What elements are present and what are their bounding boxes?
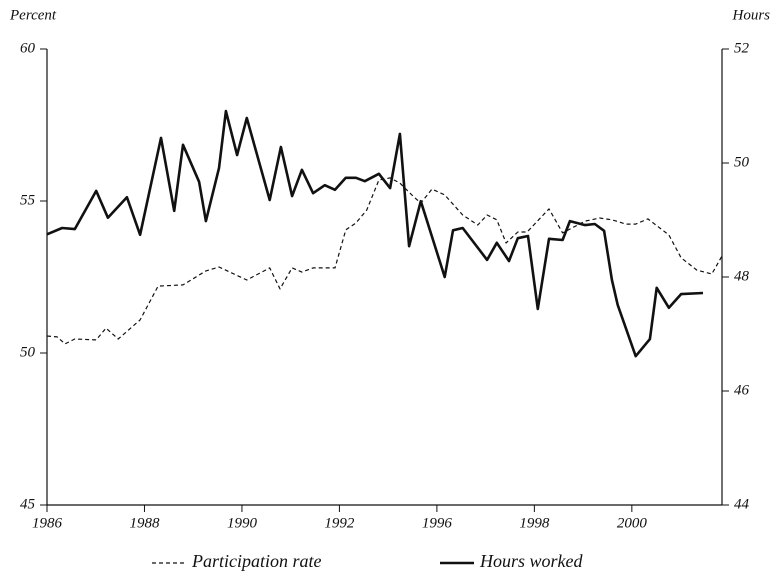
x-tick-label: 1996: [422, 515, 453, 531]
y2-tick-label: 44: [734, 496, 750, 512]
x-tick-label: 1986: [32, 515, 63, 531]
x-tick-label: 1988: [129, 515, 160, 531]
x-tick-label: 1990: [227, 515, 258, 531]
y-tick-label: 45: [20, 496, 36, 512]
series-line: [46, 109, 704, 358]
x-tick-label: 1998: [519, 515, 550, 531]
x-tick-label: 2000: [617, 515, 648, 531]
y-tick-label: 50: [20, 344, 36, 360]
y2-tick-label: 48: [734, 268, 750, 284]
y2-tick-label: 46: [734, 382, 750, 398]
y2-tick-label: 50: [734, 154, 750, 170]
y-tick-label: 55: [20, 192, 36, 208]
legend-label: Participation rate: [191, 551, 322, 571]
x-tick-label: 1992: [324, 515, 355, 531]
y-axis-label: Percent: [9, 7, 57, 23]
y2-axis-label: Hours: [731, 7, 770, 23]
y2-tick-label: 52: [734, 40, 750, 56]
legend-label: Hours worked: [479, 551, 583, 571]
y-tick-label: 60: [20, 40, 36, 56]
